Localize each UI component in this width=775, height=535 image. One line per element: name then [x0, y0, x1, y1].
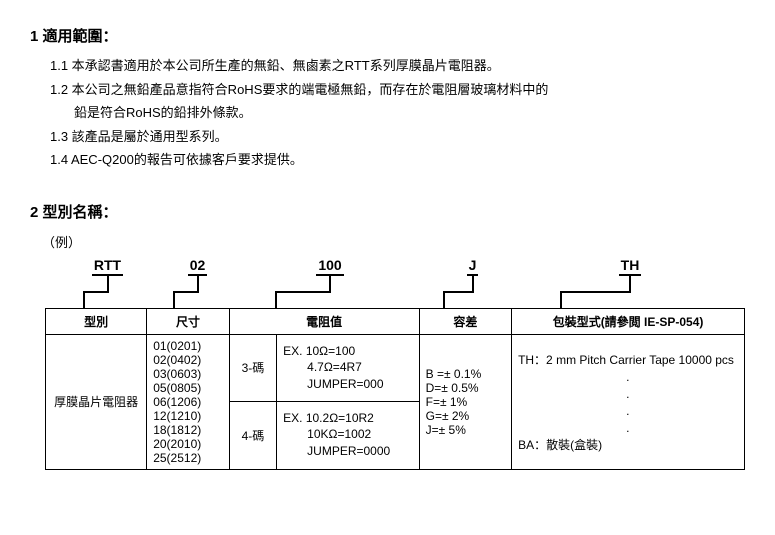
section1-title: 1 適用範圍： — [30, 25, 745, 46]
th-size: 尺寸 — [147, 308, 229, 334]
code-tolerance: J — [467, 257, 479, 276]
bracket-icon — [168, 276, 228, 308]
cell-size: 01(0201) 02(0402) 03(0603) 05(0805) 06(1… — [147, 334, 229, 469]
bracket-icon — [78, 276, 138, 308]
cell-3code-ex: EX. 10Ω=100 4.7Ω=4R7 JUMPER=000 — [277, 334, 419, 402]
item-1-3: 1.3 該產品是屬於通用型系列。 — [50, 127, 745, 147]
cell-4code-label: 4-碼 — [229, 402, 276, 470]
code-resistance: 100 — [316, 257, 343, 276]
bracket-icon — [555, 276, 705, 308]
cell-3code-label: 3-碼 — [229, 334, 276, 402]
section2-title: 2 型別名稱： — [30, 201, 745, 222]
spec-table: 型別 尺寸 電阻值 容差 包裝型式(請參閲 IE-SP-054) 厚膜晶片電阻器… — [45, 308, 745, 470]
code-packaging: TH — [619, 257, 642, 276]
item-1-1: 1.1 本承認書適用於本公司所生產的無鉛、無鹵素之RTT系列厚膜晶片電阻器。 — [50, 56, 745, 76]
example-label: （例） — [42, 232, 745, 251]
code-row: RTT 02 100 J TH — [60, 257, 745, 276]
th-resistance: 電阻值 — [229, 308, 419, 334]
table-row: 厚膜晶片電阻器 01(0201) 02(0402) 03(0603) 05(08… — [46, 334, 745, 402]
bracket-icon — [270, 276, 390, 308]
th-type: 型別 — [46, 308, 147, 334]
cell-type: 厚膜晶片電阻器 — [46, 334, 147, 469]
th-tolerance: 容差 — [419, 308, 511, 334]
code-type: RTT — [92, 257, 123, 276]
item-1-4: 1.4 AEC-Q200的報告可依據客戶要求提供。 — [50, 150, 745, 170]
cell-packaging: TH：2 mm Pitch Carrier Tape 10000 pcs . .… — [512, 334, 745, 469]
item-1-2: 1.2 本公司之無鉛產品意指符合RoHS要求的端電極無鉛，而存在於電阻層玻璃材料… — [50, 80, 745, 100]
cell-4code-ex: EX. 10.2Ω=10R2 10KΩ=1002 JUMPER=0000 — [277, 402, 419, 470]
cell-tolerance: B =± 0.1% D=± 0.5% F=± 1% G=± 2% J=± 5% — [419, 334, 511, 469]
th-packaging: 包裝型式(請參閲 IE-SP-054) — [512, 308, 745, 334]
bracket-row — [60, 276, 745, 308]
table-header-row: 型別 尺寸 電阻值 容差 包裝型式(請參閲 IE-SP-054) — [46, 308, 745, 334]
bracket-icon — [438, 276, 508, 308]
item-1-2-cont: 鉛是符合RoHS的鉛排外條款。 — [74, 103, 745, 123]
code-size: 02 — [188, 257, 208, 276]
